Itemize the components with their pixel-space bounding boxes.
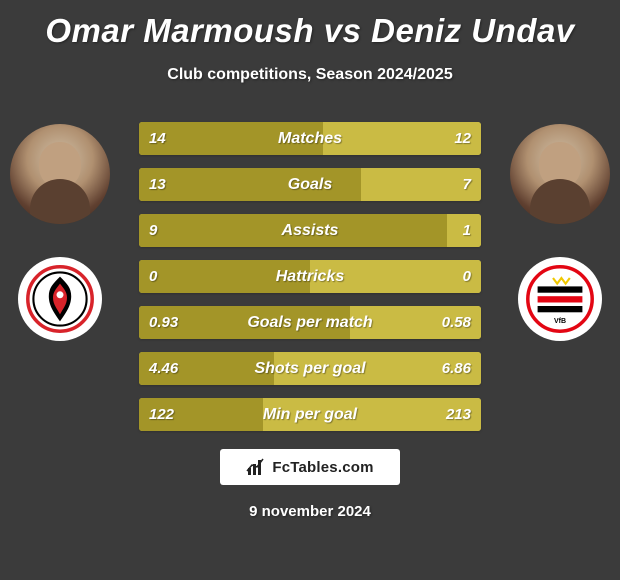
stat-label: Assists <box>139 222 481 240</box>
stat-row: 13Goals7 <box>139 168 481 201</box>
svg-text:VfB: VfB <box>554 318 566 325</box>
vfb-stuttgart-icon: VfB <box>525 264 595 334</box>
stat-value-right: 6.86 <box>442 360 471 377</box>
eintracht-frankfurt-icon <box>25 264 95 334</box>
stat-label: Hattricks <box>139 268 481 286</box>
stat-value-right: 1 <box>463 222 471 239</box>
stat-value-right: 213 <box>446 406 471 423</box>
brand-text: FcTables.com <box>272 459 373 476</box>
comparison-panel: VfB 14Matches12 13Goals7 9Assists1 0Hattric… <box>0 114 620 431</box>
stat-row: 0.93Goals per match0.58 <box>139 306 481 339</box>
stat-row: 0Hattricks0 <box>139 260 481 293</box>
stat-bars: 14Matches1213Goals79Assists10Hattricks00… <box>139 114 481 431</box>
brand-logo: FcTables.com <box>220 449 400 485</box>
stat-label: Goals per match <box>139 314 481 332</box>
subtitle: Club competitions, Season 2024/2025 <box>0 66 620 84</box>
stat-value-right: 7 <box>463 176 471 193</box>
chart-icon <box>246 457 266 477</box>
stat-row: 9Assists1 <box>139 214 481 247</box>
stat-label: Shots per goal <box>139 360 481 378</box>
player-left-avatar <box>10 124 110 224</box>
club-crest-left <box>18 257 102 341</box>
stat-value-right: 0 <box>463 268 471 285</box>
stat-label: Matches <box>139 130 481 148</box>
stat-label: Goals <box>139 176 481 194</box>
stat-row: 122Min per goal213 <box>139 398 481 431</box>
stat-value-right: 0.58 <box>442 314 471 331</box>
footer-date: 9 november 2024 <box>0 503 620 520</box>
player-right-avatar <box>510 124 610 224</box>
page-title: Omar Marmoush vs Deniz Undav <box>0 0 620 50</box>
stat-row: 4.46Shots per goal6.86 <box>139 352 481 385</box>
stat-label: Min per goal <box>139 406 481 424</box>
club-crest-right: VfB <box>518 257 602 341</box>
stat-row: 14Matches12 <box>139 122 481 155</box>
stat-value-right: 12 <box>454 130 471 147</box>
